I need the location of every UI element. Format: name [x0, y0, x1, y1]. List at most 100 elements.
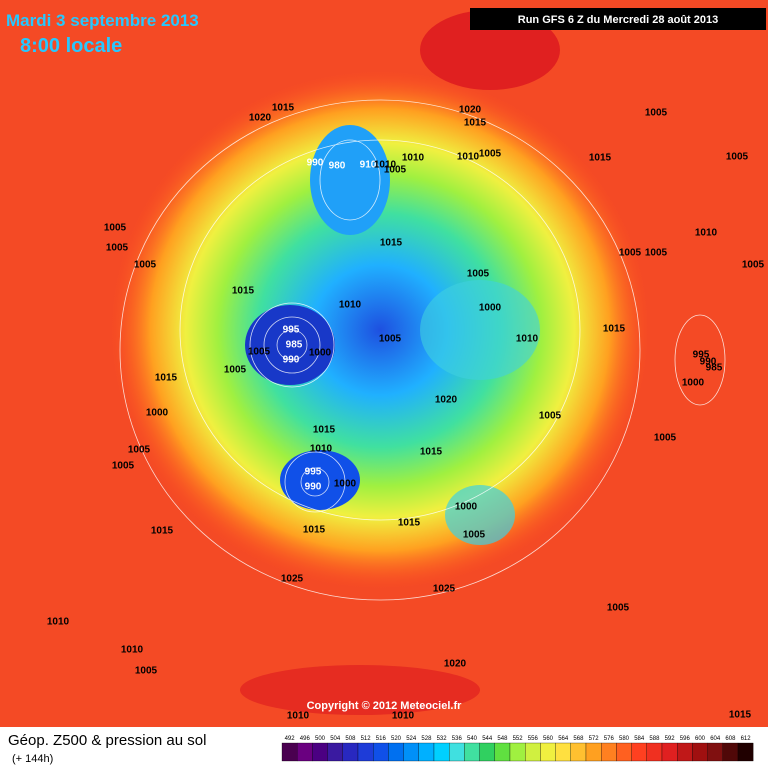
height-field: [110, 70, 650, 590]
low-area: [420, 280, 540, 380]
footer-lead: (+ 144h): [12, 753, 53, 765]
legend-swatch: [737, 742, 754, 762]
legend-swatch: [677, 742, 693, 762]
legend-label: 600: [695, 736, 706, 742]
isobar-label: 1010: [457, 152, 480, 163]
isobar-label: 1005: [619, 248, 642, 259]
legend-swatch: [403, 742, 419, 762]
isobar-label: 910: [360, 160, 377, 171]
isobar-label: 1005: [128, 445, 151, 456]
run-box: [470, 8, 766, 30]
isobar-label: 1000: [682, 378, 705, 389]
legend-label: 584: [634, 736, 645, 742]
legend-swatch: [418, 742, 435, 762]
isobar-label: 1005: [248, 347, 271, 358]
isobar-label: 1015: [313, 425, 336, 436]
isobar-label: 1015: [398, 518, 421, 529]
isobar-label: 1015: [272, 103, 295, 114]
legend-swatch: [479, 742, 495, 762]
isobar-label: 1010: [287, 711, 310, 722]
isobar-label: 1015: [603, 324, 626, 335]
isobar-label: 985: [286, 340, 303, 351]
low-area: [445, 485, 515, 545]
legend-label: 580: [619, 736, 630, 742]
isobar-label: 1005: [134, 260, 157, 271]
isobar-label: 990: [307, 158, 324, 169]
isobar-label: 1005: [645, 248, 668, 259]
isobar-label: 1015: [303, 525, 326, 536]
legend-swatch: [281, 742, 298, 762]
legend-swatch: [433, 742, 450, 762]
legend-swatch: [327, 742, 343, 762]
isobar-label: 1015: [729, 710, 752, 721]
isobar-label: 1010: [121, 645, 144, 656]
isobar-label: 1025: [433, 584, 456, 595]
legend-swatch: [494, 742, 511, 762]
isobar-label: 1000: [479, 303, 502, 314]
isobar-label: 1005: [384, 165, 407, 176]
legend-swatch: [555, 742, 571, 762]
low-center: [310, 125, 390, 235]
legend-label: 568: [573, 736, 584, 742]
legend-swatch: [464, 742, 480, 762]
legend-label: 508: [345, 736, 356, 742]
isobar-label: 990: [305, 482, 322, 493]
low-center: [245, 305, 335, 385]
isobar-label: 1005: [726, 152, 749, 163]
isobar-label: 1000: [334, 479, 357, 490]
legend-label: 496: [300, 736, 311, 742]
isobar-label: 1005: [742, 260, 765, 271]
isobar-label: 1020: [249, 113, 272, 124]
legend-label: 592: [665, 736, 676, 742]
legend-label: 500: [315, 736, 326, 742]
isobar-label: 1015: [151, 526, 174, 537]
isobar-label: 1010: [402, 153, 425, 164]
isobar-label: 990: [283, 355, 300, 366]
legend-swatch: [631, 742, 647, 762]
isobar-label: 1005: [539, 411, 562, 422]
legend-label: 596: [680, 736, 691, 742]
legend-swatch: [646, 742, 663, 762]
isobar-label: 1000: [309, 348, 332, 359]
legend-label: 516: [376, 736, 387, 742]
isobar-label: 995: [283, 325, 300, 336]
isobars: [119, 99, 726, 601]
isobar-label: 1005: [104, 223, 127, 234]
legend-swatch: [601, 742, 617, 762]
legend-label: 520: [391, 736, 402, 742]
legend-swatch: [525, 742, 541, 762]
legend-label: 564: [558, 736, 569, 742]
isobar-label: 1005: [463, 530, 486, 541]
legend-label: 572: [589, 736, 600, 742]
legend-label: 540: [467, 736, 478, 742]
legend-swatch: [616, 742, 632, 762]
legend-label: 576: [604, 736, 615, 742]
legend-swatch: [692, 742, 708, 762]
time-title: 8:00 locale: [20, 35, 122, 57]
legend-label: 552: [513, 736, 524, 742]
isobar-label: 1005: [224, 365, 247, 376]
isobar-label: 1005: [645, 108, 668, 119]
isobar-label: 980: [329, 161, 346, 172]
legend-swatch: [357, 742, 374, 762]
legend-label: 548: [497, 736, 508, 742]
legend-label: 560: [543, 736, 554, 742]
isobar-label: 1005: [135, 666, 158, 677]
isobar-label: 995: [693, 350, 710, 361]
legend-label: 608: [725, 736, 736, 742]
legend-swatch: [661, 742, 678, 762]
isobar-label: 1005: [479, 149, 502, 160]
legend-swatch: [540, 742, 556, 762]
isobar-label: 1010: [392, 711, 415, 722]
legend-swatch: [388, 742, 404, 762]
isobar-label: 1015: [155, 373, 178, 384]
legend-swatch: [585, 742, 602, 762]
legend-label: 524: [406, 736, 417, 742]
legend-swatch: [707, 742, 723, 762]
isobar-label: 1015: [380, 238, 403, 249]
legend-label: 528: [421, 736, 432, 742]
legend-swatch: [312, 742, 328, 762]
date-title: Mardi 3 septembre 2013: [6, 11, 199, 30]
isobar-label: 1015: [464, 118, 487, 129]
